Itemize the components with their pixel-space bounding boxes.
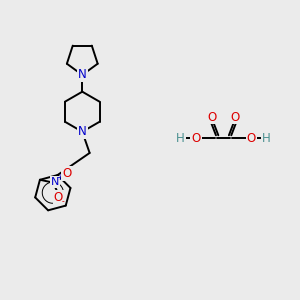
Text: N: N [78, 125, 87, 138]
Text: H: H [262, 132, 271, 145]
Text: N: N [50, 177, 59, 187]
Text: O: O [207, 110, 217, 124]
Text: O: O [247, 132, 256, 145]
Text: O: O [54, 191, 63, 204]
Text: O: O [231, 110, 240, 124]
Text: N: N [78, 68, 87, 81]
Text: H: H [176, 132, 185, 145]
Text: O: O [62, 167, 72, 180]
Text: +: + [56, 173, 62, 182]
Text: -: - [62, 197, 64, 206]
Text: O: O [191, 132, 201, 145]
